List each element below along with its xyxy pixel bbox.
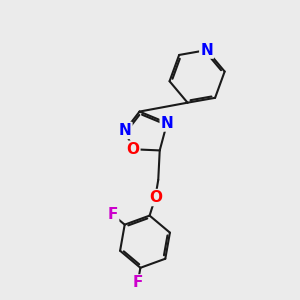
- Text: O: O: [149, 190, 162, 205]
- Text: N: N: [161, 116, 173, 130]
- Text: O: O: [126, 142, 140, 157]
- Text: F: F: [108, 207, 118, 222]
- Text: F: F: [133, 275, 143, 290]
- Text: N: N: [200, 43, 213, 58]
- Text: N: N: [119, 123, 131, 138]
